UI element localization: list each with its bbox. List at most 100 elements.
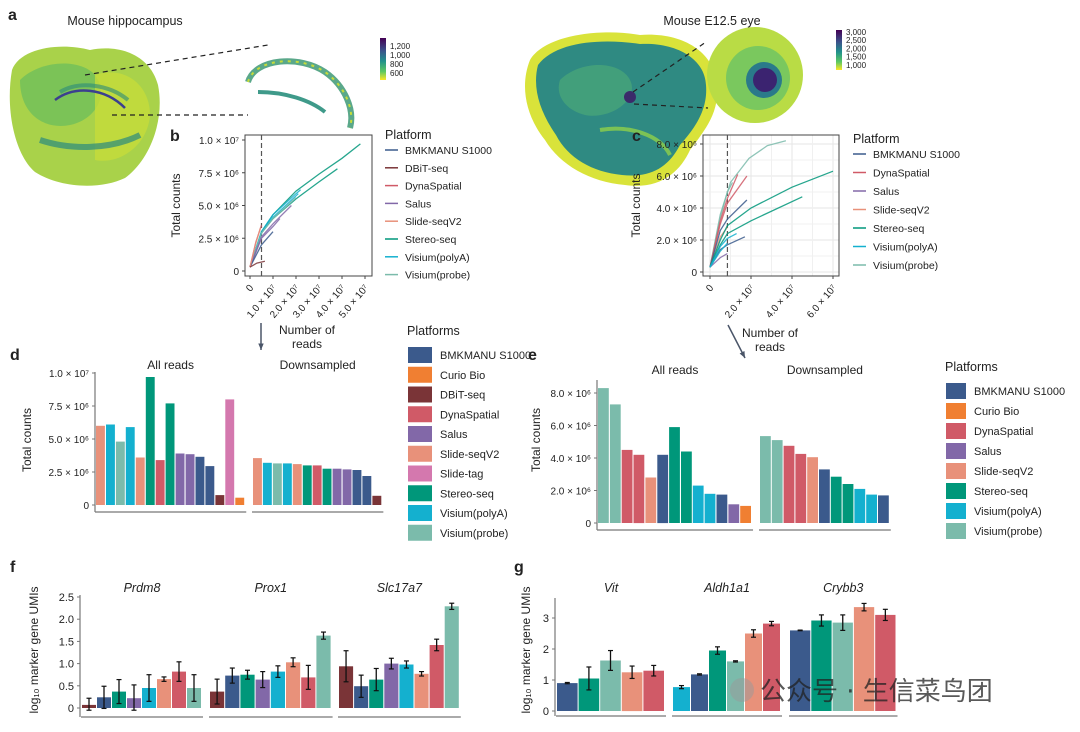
legend-swatch: [946, 383, 966, 399]
bar-visium-polya-: [704, 493, 716, 524]
bar-slide-seqv2: [135, 457, 145, 505]
y-tick-label: 5.0 × 10⁶: [198, 202, 239, 213]
bar-stereo-seq: [165, 403, 175, 505]
bar-stereo-seq: [369, 679, 384, 708]
series-line-salus: [249, 205, 292, 268]
bar-dynaspatial: [312, 465, 322, 505]
facet-prox1: Prox1: [209, 581, 333, 718]
bar-bmkmanu-s1000: [691, 674, 708, 711]
colorbar-tick-label: 1,000: [390, 51, 411, 60]
legend-entry: Visium(probe): [873, 260, 938, 272]
bar-bmkmanu-s1000: [819, 469, 830, 523]
colorbar-tick-label: 800: [390, 60, 404, 69]
colorbar-tick-label: 3,000: [846, 28, 867, 37]
y-tick-label: 4.0 × 10⁶: [656, 204, 697, 215]
bar-salus: [384, 663, 399, 708]
y-tick-label: 4.0 × 10⁶: [550, 454, 591, 465]
legend-entry: Salus: [873, 186, 899, 198]
y-axis-label: log₁₀ marker gene UMIs: [27, 586, 41, 713]
bar-dbit-seq: [215, 495, 225, 505]
bar-dynaspatial: [795, 453, 807, 523]
legend-entry: Stereo-seq: [974, 486, 1028, 498]
bar-stereo-seq: [709, 650, 726, 711]
y-axis-label: Total counts: [529, 408, 543, 472]
watermark-text: 公众号 · 生信菜鸟团: [760, 677, 993, 707]
bar-slide-seqv2: [853, 607, 875, 711]
bar-slide-seqv2: [286, 662, 301, 708]
x-tick-label: 0: [244, 283, 256, 295]
legend-entry: Curio Bio: [974, 406, 1019, 418]
legend-swatch: [408, 524, 432, 541]
facet-crybb3: Crybb3: [789, 581, 898, 717]
legend-swatch: [946, 463, 966, 479]
bar-dynaspatial: [429, 645, 444, 708]
wechat-icon: [730, 678, 754, 702]
facet-title: Vit: [604, 581, 619, 595]
legend-entry: Visium(polyA): [405, 252, 470, 264]
bar-visium-probe-: [272, 463, 282, 505]
legend-entry: DynaSpatial: [405, 181, 462, 193]
facet-all-reads: All reads: [597, 363, 754, 531]
legend-entry: Visium(polyA): [873, 242, 938, 254]
facet-all-reads: All reads: [95, 358, 247, 513]
series-line-dbit-seq: [249, 260, 266, 268]
facet-title: Downsampled: [280, 358, 356, 372]
legend-entry: DynaSpatial: [873, 168, 930, 180]
legend-entry: Salus: [405, 198, 431, 210]
panel-label-d: d: [10, 347, 20, 364]
bar-salus: [332, 468, 342, 505]
bar-visium-probe-: [832, 622, 853, 711]
legend-entry: Stereo-seq: [873, 223, 925, 235]
facet-title: All reads: [147, 358, 194, 372]
y-tick-label: 2.0 × 10⁶: [550, 487, 591, 498]
arrow-head-icon: [258, 343, 264, 350]
hippocampus-inset-image: [245, 58, 355, 129]
y-tick-label: 7.5 × 10⁶: [48, 402, 89, 413]
facet-prdm8: Prdm8: [81, 581, 203, 718]
y-axis-label: Total counts: [20, 408, 34, 472]
bar-salus: [185, 454, 195, 505]
legend-swatch: [408, 445, 432, 462]
bar-dynaspatial: [875, 614, 896, 711]
y-tick-label: 6.0 × 10⁶: [656, 172, 697, 183]
eye-inset-image: [707, 27, 803, 123]
series-line-stereo-seq: [249, 168, 338, 268]
bar-visium-probe-: [316, 635, 331, 708]
colorbar-tick-label: 1,500: [846, 53, 867, 62]
legend-entry: Slide-seqV2: [974, 466, 1033, 478]
y-tick-label: 0: [68, 703, 74, 715]
x-tick-label: 4.0 × 10⁷: [764, 283, 798, 321]
bar-salus: [255, 679, 270, 708]
y-tick-label: 2: [543, 644, 549, 656]
y-tick-label: 2.5 × 10⁶: [48, 468, 89, 479]
series-line-slide-seqv2: [249, 227, 262, 268]
legend-swatch: [946, 483, 966, 499]
eye-highlight: [624, 91, 636, 103]
eye-colorbar: [836, 30, 842, 70]
facet-title: Slc17a7: [377, 581, 423, 595]
legend-swatch: [408, 386, 432, 403]
bar-bmkmanu-s1000: [352, 470, 362, 505]
legend-entry: Slide-seqV2: [440, 449, 499, 461]
bar-dynaspatial: [643, 670, 664, 711]
y-tick-label: 0: [233, 267, 239, 278]
bar-stereo-seq: [830, 476, 842, 523]
legend-swatch: [408, 465, 432, 482]
y-tick-label: 7.5 × 10⁶: [198, 169, 239, 180]
bar-visium-polya-: [262, 462, 272, 505]
legend-swatch: [408, 426, 432, 442]
bar-slide-seqv2: [414, 673, 429, 708]
bar-dynaspatial: [301, 677, 316, 708]
facet-vit: Vit: [556, 581, 666, 717]
panel-label-b: b: [170, 128, 180, 145]
legend-swatch: [408, 485, 432, 502]
arrow-head-icon: [739, 351, 745, 358]
plot-frame: [244, 134, 373, 277]
bar-visium-polya-: [866, 494, 877, 523]
y-axis-label: log₁₀ marker gene UMIs: [519, 586, 533, 713]
legend-swatch: [408, 366, 432, 383]
bar-slide-seqv2: [96, 425, 105, 505]
bar-salus: [728, 504, 740, 523]
legend-entry: Visium(probe): [440, 528, 508, 540]
